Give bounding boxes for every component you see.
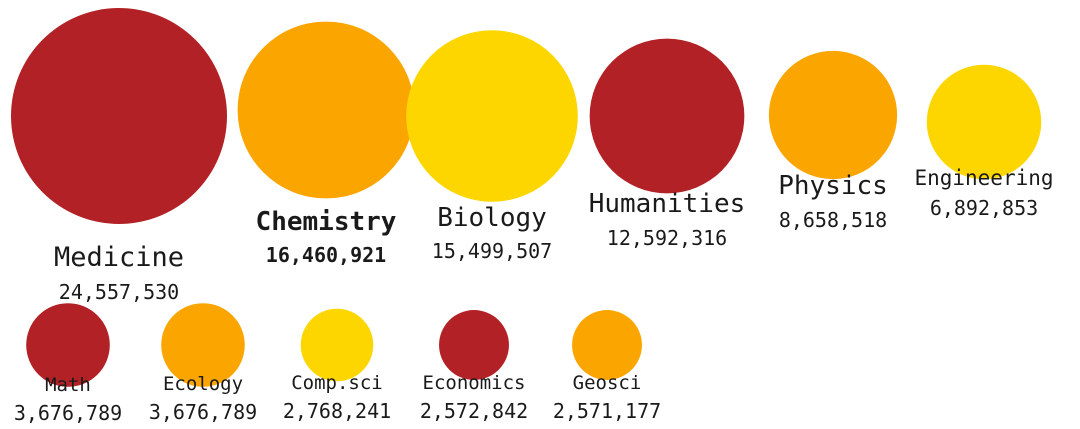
bubble-group-math: Math 3,676,789 (14, 303, 122, 425)
bubble-group-economics: Economics 2,572,842 (420, 310, 528, 423)
bubble-name-biology: Biology (437, 203, 547, 233)
bubble-name-comp-sci: Comp.sci (291, 372, 383, 394)
bubble-group-physics: Physics 8,658,518 (768, 50, 898, 232)
bubble-value-physics: 8,658,518 (779, 208, 887, 232)
bubble-value-engineering: 6,892,853 (930, 196, 1038, 220)
bubble-humanities (589, 38, 745, 194)
bubble-name-engineering: Engineering (914, 166, 1053, 190)
bubble-value-humanities: 12,592,316 (607, 226, 727, 250)
bubble-math (26, 303, 110, 387)
bubble-group-chemistry: Chemistry 16,460,921 (237, 21, 415, 267)
bubble-name-chemistry: Chemistry (256, 207, 397, 237)
bubble-physics (768, 50, 898, 180)
bubble-group-comp-sci: Comp.sci 2,768,241 (283, 308, 391, 423)
bubble-name-math: Math (45, 374, 91, 396)
bubble-geosci (572, 310, 642, 380)
bubble-value-biology: 15,499,507 (432, 239, 552, 263)
bubble-name-ecology: Ecology (163, 373, 243, 395)
bubble-ecology (161, 303, 245, 387)
bubble-name-medicine: Medicine (54, 242, 184, 273)
bubble-group-humanities: Humanities 12,592,316 (589, 38, 746, 250)
bubble-comp-sci (300, 308, 374, 382)
bubble-group-ecology: Ecology 3,676,789 (149, 303, 257, 424)
bubble-value-geosci: 2,571,177 (553, 399, 661, 423)
bubble-group-geosci: Geosci 2,571,177 (553, 310, 661, 423)
bubble-name-economics: Economics (423, 372, 526, 394)
bubble-biology (406, 30, 578, 202)
bubble-group-biology: Biology 15,499,507 (406, 30, 578, 263)
bubble-group-medicine: Medicine 24,557,530 (11, 8, 227, 304)
bubble-value-economics: 2,572,842 (420, 399, 528, 423)
bubble-medicine (11, 8, 227, 224)
bubble-group-engineering: Engineering 6,892,853 (914, 64, 1054, 220)
bubble-name-physics: Physics (778, 171, 888, 201)
bubble-value-math: 3,676,789 (14, 401, 122, 425)
bubble-value-chemistry: 16,460,921 (266, 243, 386, 267)
bubble-value-comp-sci: 2,768,241 (283, 399, 391, 423)
bubble-value-ecology: 3,676,789 (149, 400, 257, 424)
bubble-value-medicine: 24,557,530 (59, 280, 179, 304)
bubble-economics (439, 310, 509, 380)
bubble-chemistry (237, 21, 415, 199)
bubble-engineering (926, 64, 1042, 180)
bubble-name-humanities: Humanities (589, 189, 746, 219)
bubble-name-geosci: Geosci (573, 372, 642, 394)
